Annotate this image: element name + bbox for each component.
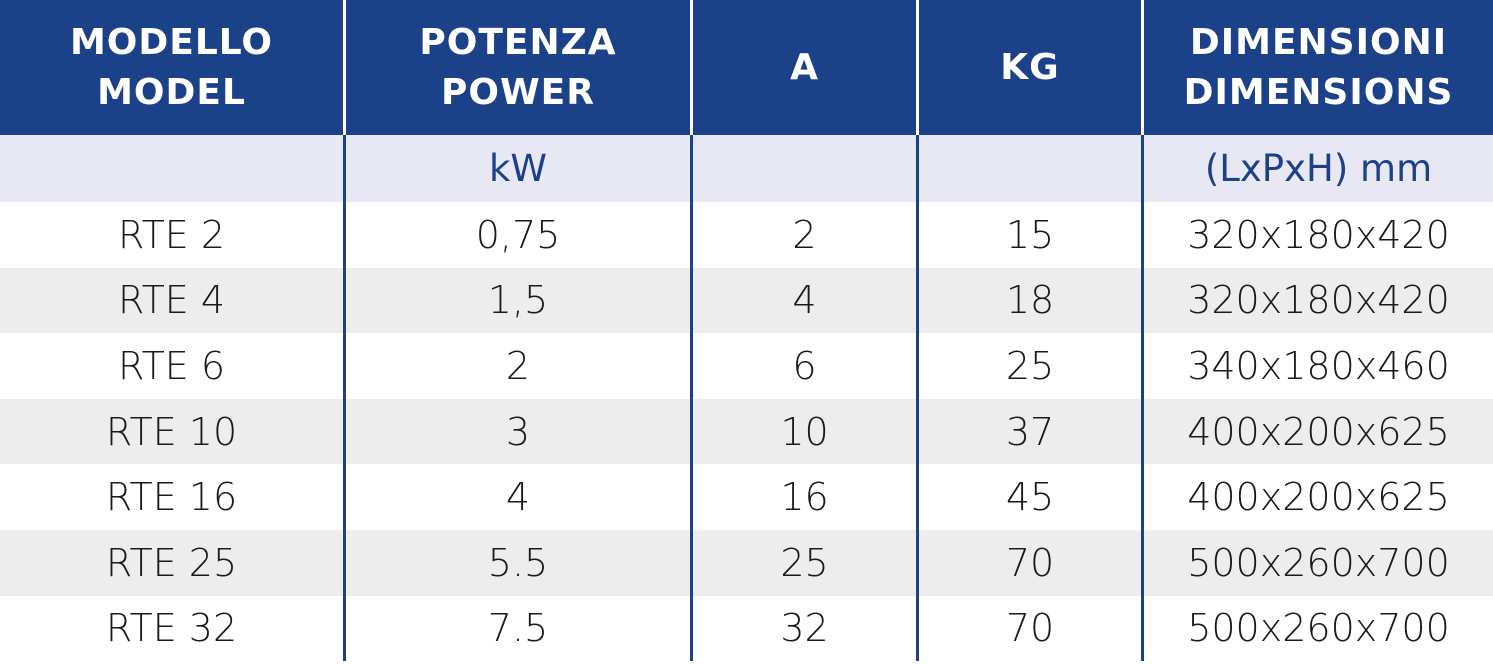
cell-dimensions: 400x200x625 bbox=[1187, 409, 1450, 454]
cell-power: 4 bbox=[346, 464, 693, 530]
cell-model: RTE 25 bbox=[0, 529, 346, 596]
cell-weight: 15 bbox=[919, 202, 1144, 268]
cell-weight: 45 bbox=[919, 464, 1144, 530]
header-dimensions-en: DIMENSIONS bbox=[1183, 71, 1454, 113]
cell-model: RTE 4 bbox=[0, 267, 346, 334]
cell-dimensions: 320x180x420 bbox=[1187, 278, 1450, 323]
unit-model bbox=[0, 135, 346, 202]
table-row: RTE 25 5.5 25 70 500x260x700 bbox=[0, 529, 1493, 596]
cell-power: 2 bbox=[346, 333, 693, 399]
cell-weight: 70 bbox=[919, 595, 1144, 662]
unit-amps bbox=[693, 135, 919, 202]
header-model: MODELLO MODEL bbox=[0, 0, 346, 135]
cell-amps: 25 bbox=[693, 529, 919, 596]
cell-power: 5.5 bbox=[346, 529, 693, 596]
cell-model: RTE 6 bbox=[0, 333, 346, 399]
header-power: POTENZA POWER bbox=[346, 0, 693, 135]
units-row: kW (LxPxH) mm bbox=[0, 135, 1493, 202]
header-dimensions-it: DIMENSIONI bbox=[1189, 21, 1448, 63]
table-row: RTE 2 0,75 2 15 320x180x420 bbox=[0, 202, 1493, 268]
unit-power: kW bbox=[346, 135, 693, 202]
header-weight: KG bbox=[919, 0, 1144, 135]
header-model-it: MODELLO bbox=[69, 21, 274, 63]
cell-dimensions: 400x200x625 bbox=[1187, 475, 1450, 520]
cell-dimensions: 320x180x420 bbox=[1187, 212, 1450, 257]
cell-dimensions: 500x260x700 bbox=[1187, 540, 1450, 585]
cell-weight: 37 bbox=[919, 398, 1144, 465]
cell-power: 7.5 bbox=[346, 595, 693, 662]
header-power-it: POTENZA bbox=[419, 21, 617, 63]
unit-weight bbox=[919, 135, 1144, 202]
table-row: RTE 16 4 16 45 400x200x625 bbox=[0, 464, 1493, 530]
table-row: RTE 10 3 10 37 400x200x625 bbox=[0, 398, 1493, 465]
cell-amps: 6 bbox=[693, 333, 919, 399]
header-amps: A bbox=[693, 0, 919, 135]
cell-power: 0,75 bbox=[346, 202, 693, 268]
cell-power: 1,5 bbox=[346, 267, 693, 334]
cell-weight: 25 bbox=[919, 333, 1144, 399]
header-row: MODELLO MODEL POTENZA POWER A KG DIMENSI… bbox=[0, 0, 1493, 135]
cell-amps: 32 bbox=[693, 595, 919, 662]
cell-amps: 16 bbox=[693, 464, 919, 530]
table-row: RTE 4 1,5 4 18 320x180x420 bbox=[0, 267, 1493, 334]
unit-dimensions: (LxPxH) mm bbox=[1204, 147, 1433, 190]
cell-amps: 10 bbox=[693, 398, 919, 465]
cell-weight: 18 bbox=[919, 267, 1144, 334]
header-power-en: POWER bbox=[440, 71, 595, 113]
header-amps-label: A bbox=[790, 46, 819, 88]
cell-model: RTE 16 bbox=[0, 464, 346, 530]
header-weight-label: KG bbox=[1000, 46, 1060, 88]
cell-model: RTE 32 bbox=[0, 595, 346, 662]
cell-amps: 2 bbox=[693, 202, 919, 268]
header-dimensions: DIMENSIONI DIMENSIONS bbox=[1144, 0, 1493, 135]
table-row: RTE 6 2 6 25 340x180x460 bbox=[0, 333, 1493, 399]
cell-model: RTE 10 bbox=[0, 398, 346, 465]
table-row: RTE 32 7.5 32 70 500x260x700 bbox=[0, 595, 1493, 662]
cell-amps: 4 bbox=[693, 267, 919, 334]
cell-model: RTE 2 bbox=[0, 202, 346, 268]
cell-dimensions: 500x260x700 bbox=[1187, 606, 1450, 651]
cell-power: 3 bbox=[346, 398, 693, 465]
cell-weight: 70 bbox=[919, 529, 1144, 596]
header-model-en: MODEL bbox=[97, 71, 246, 113]
cell-dimensions: 340x180x460 bbox=[1187, 343, 1450, 388]
